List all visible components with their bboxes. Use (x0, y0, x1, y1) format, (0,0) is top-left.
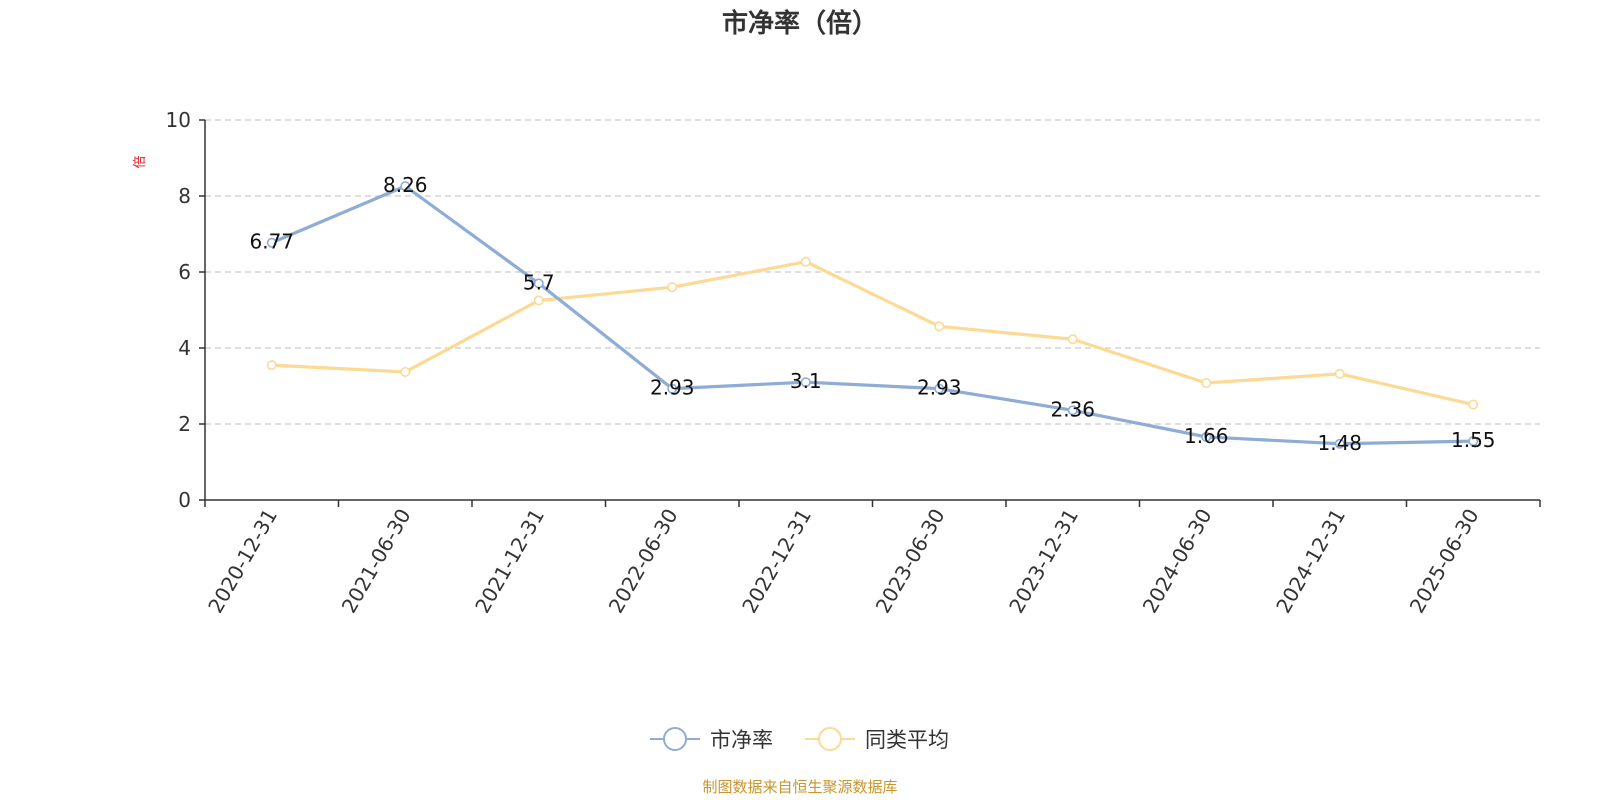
legend-label: 市净率 (710, 728, 773, 752)
legend-marker (818, 727, 842, 751)
data-point[interactable] (667, 282, 678, 293)
y-tick-label: 0 (178, 488, 191, 512)
data-point[interactable] (266, 237, 277, 248)
data-label: 6.77 (249, 230, 294, 254)
series-line-1 (271, 260, 1474, 407)
data-point[interactable] (667, 383, 678, 394)
data-point[interactable] (800, 377, 811, 388)
x-tick-label: 2024-06-30 (1138, 505, 1217, 618)
y-tick-label: 8 (178, 184, 191, 208)
x-tick-label: 2025-06-30 (1405, 505, 1484, 618)
axes: 0 2 4 6 8 10 2020-12-31 2021-06-30 2021-12-31 202… (166, 108, 1541, 618)
data-label: 5.7 (523, 270, 555, 294)
data-label: 1.48 (1317, 431, 1362, 455)
legend-marker (663, 727, 687, 751)
data-point[interactable] (1201, 377, 1212, 388)
data-point[interactable] (266, 360, 277, 371)
data-source-note: 制图数据来自恒生聚源数据库 (702, 778, 897, 796)
data-point[interactable] (1067, 405, 1078, 416)
y-tick-label: 4 (178, 336, 191, 360)
legend[interactable]: 市净率 同类平均 (650, 727, 949, 752)
data-point[interactable] (934, 321, 945, 332)
data-label: 8.26 (383, 173, 428, 197)
data-label: 1.55 (1451, 428, 1496, 452)
x-tick-label: 2024-12-31 (1271, 505, 1350, 618)
data-label: 2.93 (650, 376, 695, 400)
data-labels-layer: 6.77 8.26 5.7 2.93 3.1 2.93 2.36 1.66 1.48 1.55 (249, 173, 1495, 455)
data-point[interactable] (400, 181, 411, 192)
data-point[interactable] (1468, 399, 1479, 410)
y-tick-label: 2 (178, 412, 191, 436)
x-tick-label: 2021-12-31 (470, 505, 549, 618)
y-axis-unit-label: 倍 (133, 155, 148, 168)
y-tick-label: 10 (166, 108, 191, 132)
x-tick-label: 2022-06-30 (604, 505, 683, 618)
legend-label: 同类平均 (865, 728, 949, 752)
data-point[interactable] (1334, 368, 1345, 379)
data-point[interactable] (1334, 438, 1345, 449)
data-label: 2.36 (1050, 397, 1095, 421)
chart-title: 市净率（倍） (722, 8, 878, 39)
data-point[interactable] (1067, 334, 1078, 345)
data-point[interactable] (400, 366, 411, 377)
y-tick-label: 6 (178, 260, 191, 284)
series-layer (266, 181, 1479, 449)
data-point[interactable] (533, 278, 544, 289)
grid-lines (205, 119, 1540, 425)
data-label: 3.1 (790, 369, 822, 393)
data-point[interactable] (533, 295, 544, 306)
legend-item-1[interactable]: 同类平均 (805, 727, 949, 752)
data-label: 2.93 (917, 376, 962, 400)
x-tick-label: 2020-12-31 (203, 505, 282, 618)
data-label: 1.66 (1184, 424, 1229, 448)
series-line-0 (271, 184, 1474, 446)
data-point[interactable] (1468, 436, 1479, 447)
legend-item-0[interactable]: 市净率 (650, 727, 773, 752)
data-point[interactable] (934, 383, 945, 394)
x-tick-label: 2023-06-30 (871, 505, 950, 618)
data-point[interactable] (800, 256, 811, 267)
x-tick-label: 2022-12-31 (737, 505, 816, 618)
x-tick-label: 2021-06-30 (337, 505, 416, 618)
data-point[interactable] (1201, 431, 1212, 442)
x-tick-label: 2023-12-31 (1004, 505, 1083, 618)
